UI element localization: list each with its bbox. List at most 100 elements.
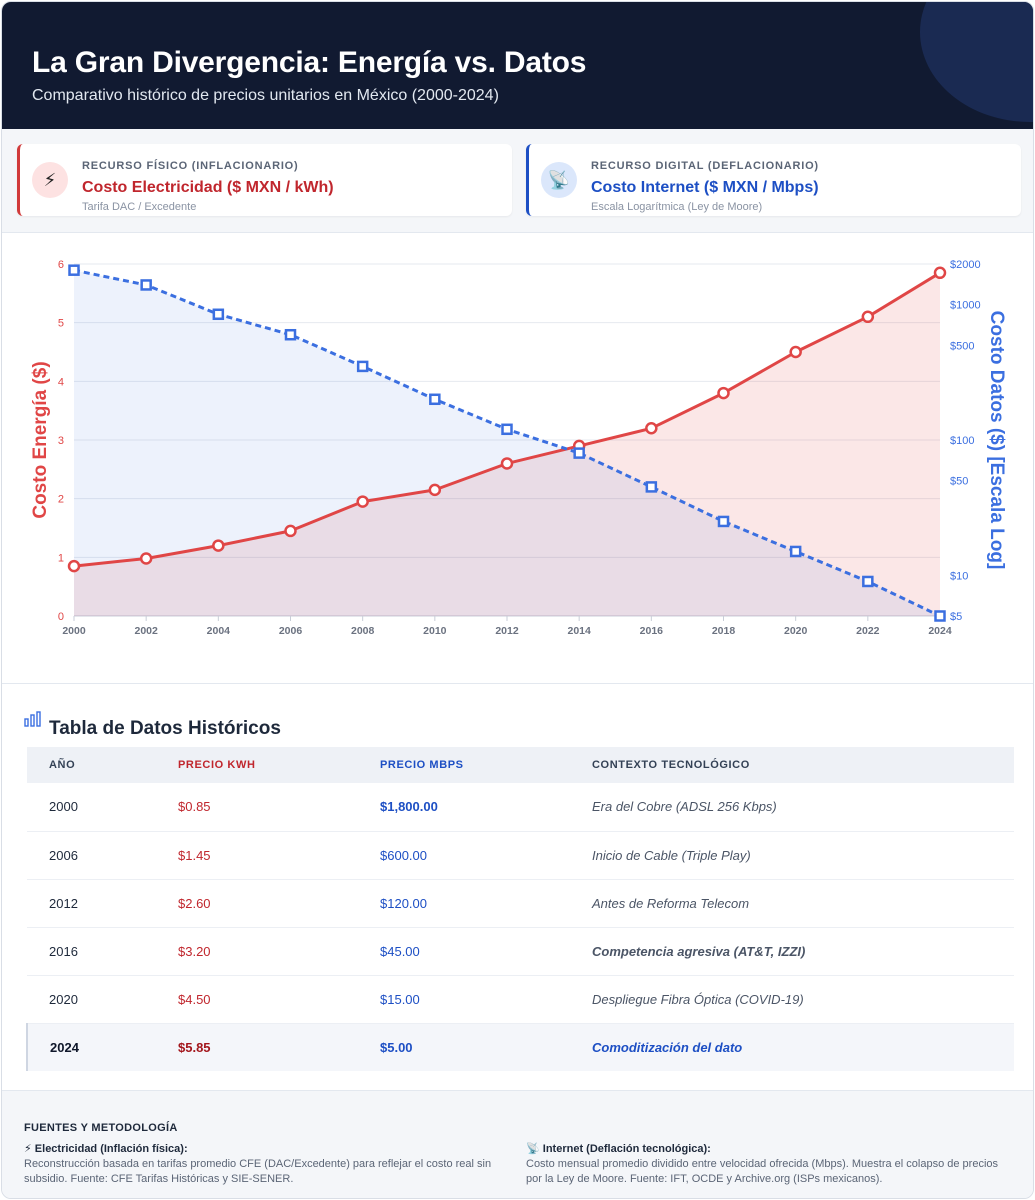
cell-year: 2000	[49, 799, 78, 815]
data-point-internet	[356, 360, 369, 373]
cell-mbps: $15.00	[380, 991, 420, 1007]
x-tick-label: 2010	[423, 625, 447, 637]
page-title: La Gran Divergencia: Energía vs. Datos	[32, 46, 587, 79]
cell-year: 2020	[49, 991, 78, 1007]
cell-year: 2006	[49, 847, 78, 863]
column-header-context: CONTEXTO TECNOLÓGICO	[592, 759, 750, 771]
y-left-tick-label: 1	[58, 552, 64, 564]
cell-mbps: $45.00	[380, 943, 420, 959]
y-right-tick-label: $500	[950, 340, 974, 352]
x-tick-label: 2018	[712, 625, 736, 637]
data-point-electricity	[500, 457, 514, 470]
column-header-mbps: PRECIO MBPS	[380, 759, 464, 771]
x-tick-label: 2016	[640, 625, 664, 637]
source-internet: 📡 Internet (Deflación tecnológica): Cost…	[526, 1142, 1016, 1187]
y-left-tick-label: 2	[58, 494, 64, 506]
cell-mbps: $600.00	[380, 847, 427, 863]
cell-kwh: $1.45	[178, 847, 211, 863]
header-decoration	[920, 2, 1033, 122]
y-left-tick-label: 5	[58, 318, 64, 330]
page-subtitle: Comparativo histórico de precios unitari…	[32, 87, 499, 104]
table-title: Tabla de Datos Históricos	[49, 718, 281, 739]
cell-kwh: $5.85	[178, 1039, 211, 1055]
cell-mbps: $1,800.00	[380, 799, 438, 815]
data-point-internet	[429, 393, 441, 406]
table-row: 2006 $1.45 $600.00 Inicio de Cable (Trip…	[27, 831, 1014, 879]
kpi-subtext: Tarifa DAC / Excedente	[82, 201, 197, 213]
kpi-card-internet: 📡 RECURSO DIGITAL (DEFLACIONARIO) Costo …	[526, 144, 1021, 216]
data-point-internet	[68, 264, 80, 276]
cell-year: 2016	[49, 943, 78, 959]
lightning-icon: ⚡	[24, 1143, 32, 1155]
data-point-internet	[284, 328, 297, 341]
y-right-tick-label: $5	[950, 611, 962, 623]
x-tick-label: 2008	[351, 625, 375, 637]
cell-context: Competencia agresiva (AT&T, IZZI)	[592, 943, 806, 959]
y-right-tick-label: $2000	[950, 259, 981, 271]
x-tick-label: 2000	[62, 625, 86, 637]
y-right-tick-label: $1000	[950, 300, 981, 312]
x-tick-label: 2002	[134, 625, 158, 637]
source-title: Electricidad (Inflación física):	[34, 1143, 188, 1155]
satellite-dish-icon: 📡	[541, 162, 577, 198]
series-area-electricity	[74, 272, 940, 616]
data-point-internet	[789, 545, 802, 558]
y-left-tick-label: 6	[58, 259, 64, 271]
x-tick-label: 2012	[495, 625, 519, 637]
data-point-internet	[212, 308, 225, 321]
y-right-tick-label: $50	[950, 476, 968, 488]
kpi-label: RECURSO DIGITAL (DEFLACIONARIO)	[591, 160, 819, 172]
x-tick-label: 2004	[207, 625, 231, 637]
source-body: Costo mensual promedio dividido entre ve…	[526, 1158, 999, 1185]
kpi-value: Costo Internet ($ MXN / Mbps)	[591, 179, 819, 196]
source-body: Reconstrucción basada en tarifas promedi…	[24, 1158, 492, 1185]
footer-title: FUENTES Y METODOLOGÍA	[24, 1122, 178, 1134]
kpi-subtext: Escala Logarítmica (Ley de Moore)	[591, 201, 763, 213]
data-point-internet	[862, 575, 874, 588]
cell-year: 2024	[50, 1039, 79, 1055]
y-right-axis-title: Costo Datos ($) [Escala Log]	[986, 311, 1007, 570]
divergence-chart: 0 1 2 3 4 5 6 $5 $10 $50 $100 $500 $1000 $2000 2000 200…	[30, 259, 1007, 637]
kpi-card-electricity: ⚡ RECURSO FÍSICO (INFLACIONARIO) Costo E…	[17, 144, 512, 216]
table-row-highlight: 2024 $5.85 $5.00 Comoditización del dato	[27, 1023, 1014, 1071]
cell-context: Comoditización del dato	[592, 1039, 743, 1055]
data-point-internet	[717, 515, 730, 528]
data-point-electricity	[428, 483, 442, 497]
kpi-value: Costo Electricidad ($ MXN / kWh)	[82, 179, 334, 196]
source-title: Internet (Deflación tecnológica):	[542, 1143, 711, 1155]
cell-mbps: $120.00	[380, 895, 427, 911]
cell-context: Despliegue Fibra Óptica (COVID-19)	[592, 991, 804, 1007]
bar-chart-icon	[24, 711, 41, 727]
table-section: Tabla de Datos Históricos AÑO PRECIO KWH…	[2, 685, 1033, 1090]
column-header-kwh: PRECIO KWH	[178, 759, 256, 771]
y-left-axis-title: Costo Energía ($)	[30, 361, 51, 518]
satellite-dish-icon: 📡	[526, 1143, 540, 1155]
data-point-internet	[934, 610, 946, 622]
cell-kwh: $0.85	[178, 799, 211, 815]
history-table: AÑO PRECIO KWH PRECIO MBPS CONTEXTO TECN…	[26, 747, 1014, 1071]
y-right-tick-label: $100	[950, 435, 974, 447]
column-header-year: AÑO	[49, 759, 76, 771]
data-point-internet	[645, 481, 658, 493]
data-point-electricity	[356, 495, 369, 508]
cell-context: Antes de Reforma Telecom	[592, 895, 750, 911]
cell-mbps: $5.00	[380, 1039, 413, 1055]
data-point-electricity	[212, 539, 225, 552]
cell-context: Era del Cobre (ADSL 256 Kbps)	[592, 799, 777, 815]
data-point-electricity	[67, 559, 81, 573]
data-point-internet	[501, 423, 513, 436]
kpi-label: RECURSO FÍSICO (INFLACIONARIO)	[82, 160, 299, 172]
data-point-electricity	[139, 552, 153, 565]
x-tick-label: 2024	[928, 625, 952, 637]
x-tick-label: 2022	[856, 625, 880, 637]
data-point-electricity	[861, 310, 875, 324]
cell-context: Inicio de Cable (Triple Play)	[592, 847, 751, 863]
y-left-tick-label: 4	[58, 376, 64, 388]
chart-section: 0 1 2 3 4 5 6 $5 $10 $50 $100 $500 $1000 $2000 2000 200…	[2, 234, 1033, 684]
y-right-tick-label: $10	[950, 570, 968, 582]
x-tick-label: 2014	[567, 625, 591, 637]
data-point-electricity	[645, 422, 658, 435]
data-point-electricity	[933, 266, 947, 280]
cell-year: 2012	[49, 895, 78, 911]
